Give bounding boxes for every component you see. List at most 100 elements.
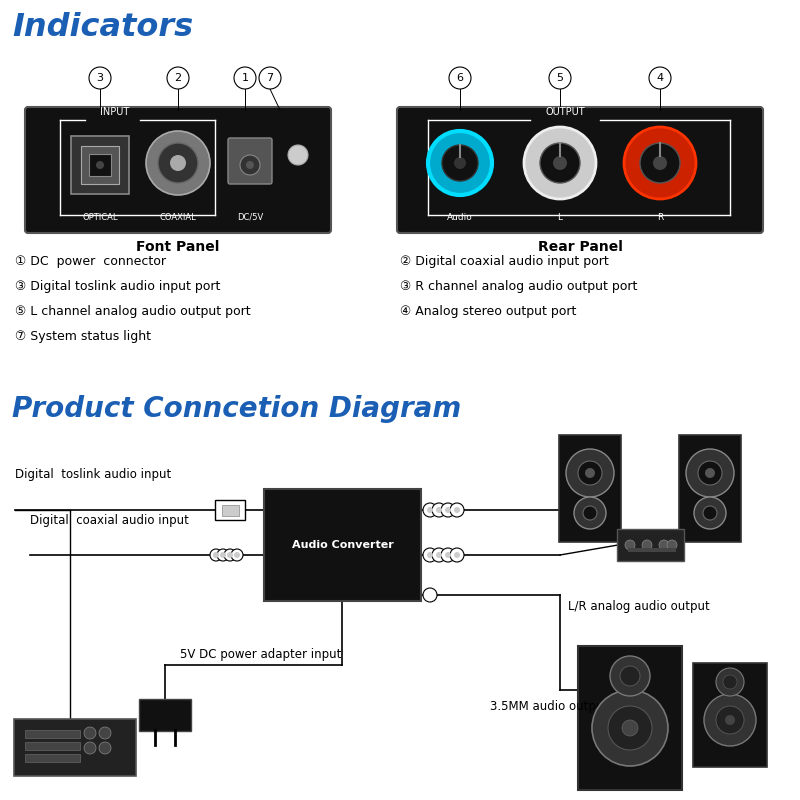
Text: 3: 3 <box>97 73 103 83</box>
FancyBboxPatch shape <box>679 435 741 542</box>
Text: ⑤ L channel analog audio output port: ⑤ L channel analog audio output port <box>15 305 250 318</box>
Circle shape <box>698 461 722 485</box>
Circle shape <box>716 668 744 696</box>
FancyBboxPatch shape <box>25 742 80 750</box>
FancyBboxPatch shape <box>215 500 245 520</box>
Circle shape <box>99 742 111 754</box>
Circle shape <box>454 507 460 513</box>
Circle shape <box>686 449 734 497</box>
Text: COAXIAL: COAXIAL <box>160 213 196 222</box>
FancyBboxPatch shape <box>578 646 682 790</box>
Text: DC/5V: DC/5V <box>237 213 263 222</box>
Text: INPUT: INPUT <box>100 107 130 117</box>
Circle shape <box>622 720 638 736</box>
Circle shape <box>84 742 96 754</box>
Circle shape <box>574 497 606 529</box>
Text: 6: 6 <box>457 73 463 83</box>
Circle shape <box>158 143 198 183</box>
Circle shape <box>84 727 96 739</box>
FancyBboxPatch shape <box>25 730 80 738</box>
Circle shape <box>592 690 668 766</box>
Circle shape <box>659 540 669 550</box>
Text: OPTICAL: OPTICAL <box>82 213 118 222</box>
Circle shape <box>441 503 455 517</box>
Text: Font Panel: Font Panel <box>136 240 220 254</box>
Circle shape <box>220 552 226 558</box>
Text: 1: 1 <box>242 73 249 83</box>
Circle shape <box>432 548 446 562</box>
Circle shape <box>540 143 580 183</box>
Circle shape <box>427 507 433 513</box>
FancyBboxPatch shape <box>81 146 119 184</box>
Circle shape <box>704 694 756 746</box>
Circle shape <box>725 715 735 725</box>
Circle shape <box>705 468 715 478</box>
Text: ③ Digital toslink audio input port: ③ Digital toslink audio input port <box>15 280 220 293</box>
Circle shape <box>423 503 437 517</box>
Circle shape <box>427 552 433 558</box>
Text: OUTPUT: OUTPUT <box>545 107 585 117</box>
Circle shape <box>610 656 650 696</box>
Circle shape <box>608 706 652 750</box>
FancyBboxPatch shape <box>71 136 129 194</box>
Circle shape <box>432 503 446 517</box>
Circle shape <box>624 127 696 199</box>
Circle shape <box>642 540 652 550</box>
Text: Audio Converter: Audio Converter <box>292 540 394 550</box>
FancyBboxPatch shape <box>264 489 421 601</box>
Text: 5: 5 <box>557 73 563 83</box>
Circle shape <box>445 507 451 513</box>
Text: 4: 4 <box>657 73 663 83</box>
FancyBboxPatch shape <box>617 529 684 561</box>
Text: Audio: Audio <box>447 213 473 222</box>
FancyBboxPatch shape <box>139 699 191 731</box>
Circle shape <box>167 67 189 89</box>
FancyBboxPatch shape <box>559 435 621 542</box>
Text: L: L <box>558 213 562 222</box>
Circle shape <box>213 552 219 558</box>
Circle shape <box>146 131 210 195</box>
Circle shape <box>428 131 492 195</box>
Text: 5V DC power adapter input: 5V DC power adapter input <box>180 648 342 661</box>
Circle shape <box>649 67 671 89</box>
Circle shape <box>288 145 308 165</box>
Text: 3.5MM audio output: 3.5MM audio output <box>490 700 608 713</box>
Circle shape <box>454 157 466 169</box>
Text: Digital  toslink audio input: Digital toslink audio input <box>15 468 171 481</box>
Circle shape <box>578 461 602 485</box>
Circle shape <box>210 549 222 561</box>
Circle shape <box>234 552 240 558</box>
Circle shape <box>217 549 229 561</box>
Text: ① DC  power  connector: ① DC power connector <box>15 255 166 268</box>
Circle shape <box>454 552 460 558</box>
Circle shape <box>694 497 726 529</box>
Circle shape <box>96 161 104 169</box>
Circle shape <box>566 449 614 497</box>
FancyBboxPatch shape <box>25 754 80 762</box>
Circle shape <box>231 549 243 561</box>
Text: ④ Analog stereo output port: ④ Analog stereo output port <box>400 305 576 318</box>
FancyBboxPatch shape <box>14 719 136 776</box>
Circle shape <box>524 127 596 199</box>
Text: Digital  coaxial audio input: Digital coaxial audio input <box>30 514 189 527</box>
FancyBboxPatch shape <box>89 154 111 176</box>
Circle shape <box>99 727 111 739</box>
Circle shape <box>170 155 186 171</box>
Circle shape <box>450 548 464 562</box>
Text: 7: 7 <box>266 73 274 83</box>
Text: L/R analog audio output: L/R analog audio output <box>568 600 710 613</box>
Circle shape <box>716 706 744 734</box>
Text: ③ R channel analog audio output port: ③ R channel analog audio output port <box>400 280 638 293</box>
Circle shape <box>436 507 442 513</box>
Circle shape <box>583 506 597 520</box>
Circle shape <box>450 503 464 517</box>
FancyBboxPatch shape <box>693 663 767 767</box>
Circle shape <box>423 548 437 562</box>
Circle shape <box>449 67 471 89</box>
Circle shape <box>445 552 451 558</box>
Circle shape <box>667 540 677 550</box>
Circle shape <box>640 143 680 183</box>
FancyBboxPatch shape <box>25 107 331 233</box>
Circle shape <box>436 552 442 558</box>
Text: 2: 2 <box>174 73 182 83</box>
